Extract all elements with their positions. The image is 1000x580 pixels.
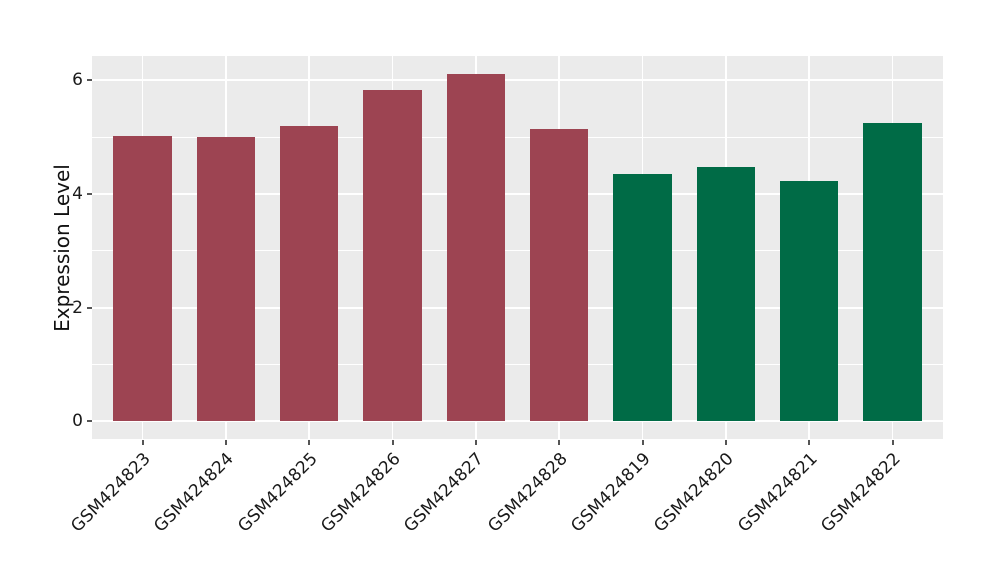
x-tick-mark: [474, 440, 477, 445]
x-tick-label: GSM424828: [483, 449, 572, 537]
x-tick-mark: [224, 440, 227, 445]
y-tick-label: 6: [72, 70, 83, 91]
x-tick-label: GSM424825: [233, 449, 322, 537]
x-tick-label: GSM424823: [67, 449, 155, 537]
y-tick-label: 0: [72, 411, 83, 432]
y-tick-label: 4: [72, 184, 83, 205]
y-gridline-major: [92, 193, 943, 196]
y-tick-label: 2: [72, 297, 83, 318]
x-tick-mark: [391, 440, 394, 445]
x-tick-mark: [141, 440, 144, 445]
bar-GSM424827: [446, 74, 505, 422]
x-tick-label: GSM424827: [400, 449, 488, 537]
bar-GSM424828: [530, 128, 589, 422]
x-tick-mark: [808, 440, 811, 445]
y-gridline-major: [92, 79, 943, 82]
bar-GSM424825: [280, 126, 339, 422]
bar-GSM424826: [363, 89, 422, 422]
bar-GSM424823: [113, 135, 172, 422]
y-gridline-minor: [92, 250, 943, 252]
bar-GSM424821: [780, 181, 839, 422]
plot-panel: [92, 56, 943, 439]
y-tick-mark: [87, 79, 92, 82]
x-tick-mark: [724, 440, 727, 445]
bar-GSM424824: [196, 137, 255, 422]
bar-GSM424820: [696, 167, 755, 422]
y-axis-label-wrap: Expression Level: [40, 56, 84, 439]
y-tick-mark: [87, 193, 92, 196]
y-tick-mark: [87, 420, 92, 423]
x-tick-mark: [308, 440, 311, 445]
y-gridline-major: [92, 306, 943, 309]
y-gridline-minor: [92, 364, 943, 366]
x-tick-mark: [641, 440, 644, 445]
y-gridline-minor: [92, 136, 943, 138]
x-tick-label: GSM424822: [817, 449, 905, 537]
y-tick-mark: [87, 306, 92, 309]
x-tick-label: GSM424819: [567, 449, 655, 537]
x-tick-label: GSM424824: [150, 449, 238, 537]
bar-GSM424819: [613, 173, 672, 422]
y-gridline-major: [92, 420, 943, 423]
x-tick-label: GSM424820: [650, 449, 738, 537]
x-tick-label: GSM424826: [317, 449, 405, 537]
x-tick-mark: [558, 440, 561, 445]
x-tick-mark: [891, 440, 894, 445]
bar-GSM424822: [863, 123, 922, 422]
x-tick-label: GSM424821: [733, 449, 822, 537]
